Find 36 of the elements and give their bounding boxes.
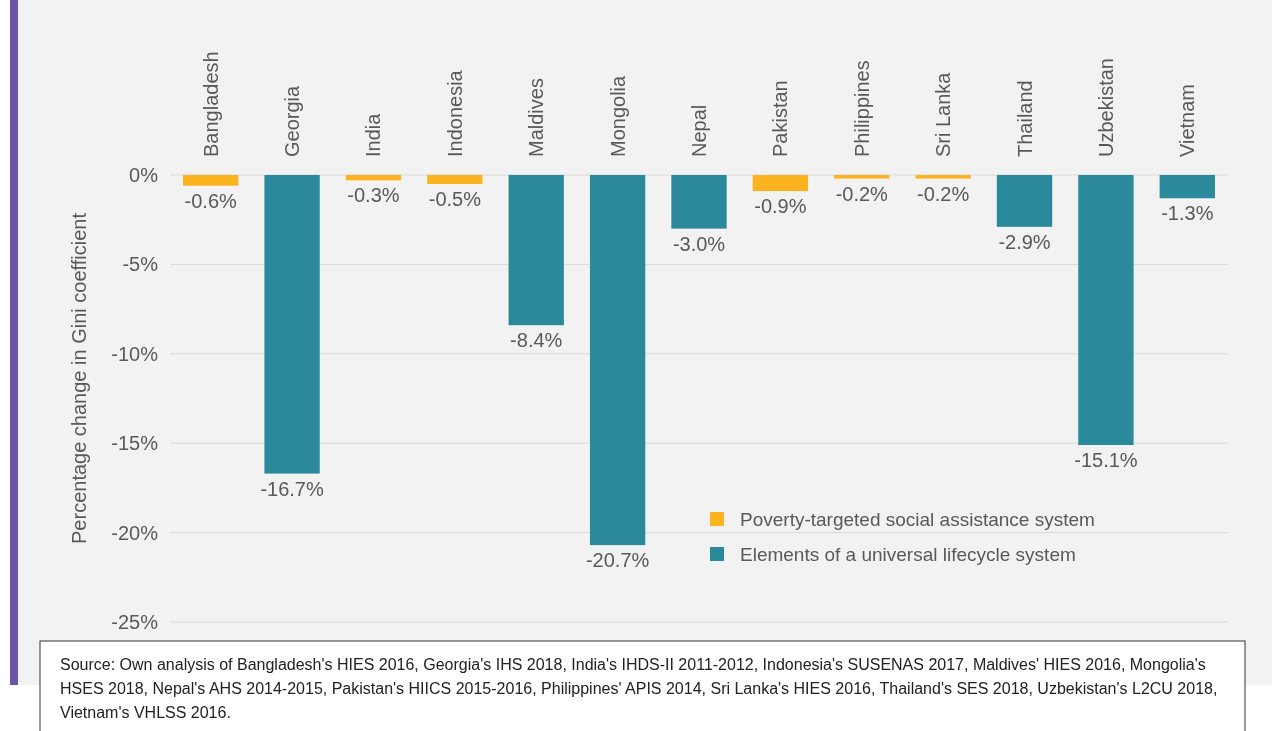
source-note: Source: Own analysis of Bangladesh's HIES 2016, Georgia's IHS 2018, India's IHDS-II 2011-2012, Indonesia's SUSENAS 2017, Maldives' HIES 2016, Mongolia's HSES 2018, Nepal's AHS 2014-2015, Pakistan's HIICS 2015-2016, Philippines' APIS 2014, Sri Lanka's HIES 2016, Thailand's SES 2018, Uzbekistan's L2CU 2018, Vietnam's VHLSS 2016. <box>60 656 1218 721</box>
data-label: -0.9% <box>754 195 807 218</box>
x-tick-label: Georgia <box>281 84 304 157</box>
x-tick-label: Thailand <box>1013 80 1036 157</box>
data-label: -2.9% <box>998 230 1051 253</box>
data-label: -16.7% <box>260 477 324 500</box>
y-tick-label: 0% <box>129 164 159 186</box>
y-tick-label: -25% <box>111 611 159 633</box>
y-tick-label: -15% <box>111 432 159 455</box>
x-tick-label: Maldives <box>525 78 548 157</box>
data-label: -3.0% <box>672 232 726 255</box>
data-label: -0.6% <box>184 189 238 212</box>
x-tick-label: India <box>362 112 385 157</box>
x-tick-label: Mongolia <box>606 74 629 157</box>
x-tick-label: Indonesia <box>443 69 466 157</box>
x-tick-label: Pakistan <box>769 80 792 157</box>
x-tick-label: Nepal <box>688 104 710 157</box>
data-label: -0.2% <box>917 182 970 205</box>
x-tick-label: Vietnam <box>1176 83 1199 157</box>
x-tick-label: Uzbekistan <box>1094 58 1117 157</box>
data-label: -8.4% <box>510 329 563 352</box>
data-label: -0.3% <box>347 184 400 207</box>
data-label: -20.7% <box>585 549 650 572</box>
legend-label: Poverty-targeted social assistance system <box>740 509 1095 530</box>
y-tick-label: -10% <box>111 342 159 365</box>
y-axis-title: Percentage change in Gini coefficient <box>68 212 90 544</box>
x-tick-label: Philippines <box>850 60 873 157</box>
x-tick-label: Sri Lanka <box>932 71 955 157</box>
data-label: -1.3% <box>1161 202 1214 225</box>
y-tick-label: -5% <box>122 253 159 276</box>
data-label: -0.5% <box>428 187 482 210</box>
data-label: -15.1% <box>1074 448 1138 471</box>
y-tick-label: -20% <box>111 521 159 544</box>
data-label: -0.2% <box>835 182 889 205</box>
x-tick-label: Bangladesh <box>199 51 222 157</box>
legend-label: Elements of a universal lifecycle system <box>740 544 1076 565</box>
